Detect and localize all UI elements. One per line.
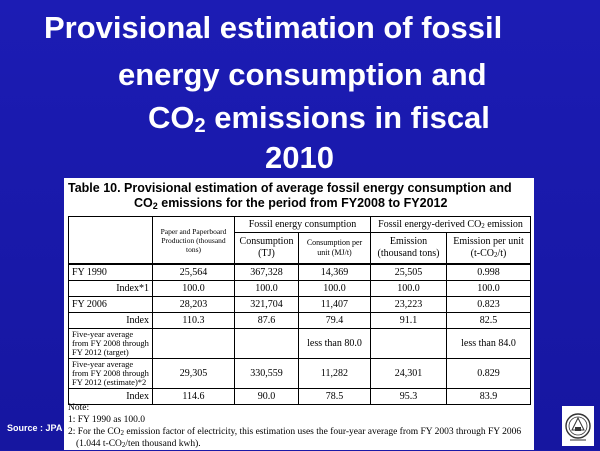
header-epu-sub: 2	[493, 251, 498, 259]
note-1: 1: FY 1990 as 100.0	[68, 415, 145, 425]
cell-paper: 28,203	[152, 296, 235, 313]
table-row: FY 2006 28,203 321,704 11,407 23,223 0.8…	[68, 296, 532, 313]
table-row: Index*1 100.0 100.0 100.0 100.0 100.0	[68, 280, 532, 297]
cell-emission: 25,505	[370, 263, 447, 281]
cell-consumption: 100.0	[234, 280, 299, 297]
cell-consumption	[234, 328, 299, 359]
cell-consumption: 87.6	[234, 312, 299, 329]
cell-paper: 29,305	[152, 358, 235, 389]
header-co2-rest: emission	[484, 218, 523, 230]
title-line-4: 2010	[265, 140, 334, 175]
cell-emission: 91.1	[370, 312, 447, 329]
row-label: Index	[68, 312, 153, 329]
header-co2-text: Fossil energy-derived CO	[378, 218, 482, 230]
header-consumption: Consumption (TJ)	[234, 232, 299, 265]
table-title-co: CO	[134, 196, 153, 210]
cell-consumption: 321,704	[234, 296, 299, 313]
cell-cons-unit: 79.4	[298, 312, 371, 329]
table-title-line-2: CO2 emissions for the period from FY2008…	[68, 196, 530, 211]
cell-paper: 110.3	[152, 312, 235, 329]
cell-emission	[370, 328, 447, 359]
header-row-1: Paper and Paperboard Production (thousan…	[68, 216, 532, 265]
source-label: Source : JPA	[7, 423, 63, 433]
cell-em-unit: 0.829	[445, 358, 532, 389]
note-2-text: 2: For the CO	[68, 427, 121, 437]
table-title-subscript: 2	[152, 201, 158, 211]
header-emission: Emission (thousand tons)	[370, 232, 447, 265]
title-line-1: Provisional estimation of fossil	[44, 10, 503, 45]
row-label: Five-year average from FY 2008 through F…	[68, 328, 153, 359]
table-row: Index 114.6 90.0 78.5 95.3 83.9	[68, 388, 532, 405]
cell-em-unit: 0.823	[445, 296, 532, 313]
cell-cons-unit: 11,407	[298, 296, 371, 313]
row-label: Index*1	[68, 280, 153, 297]
row-label: Five-year average from FY 2008 through F…	[68, 358, 153, 389]
cell-emission: 100.0	[370, 280, 447, 297]
header-fossil-group: Fossil energy consumption	[234, 216, 371, 233]
note-3: (1.044 t-CO2/ten thousand kwh).	[68, 438, 534, 450]
header-epu-text: Emission per unit (t-CO	[453, 236, 524, 259]
note-3-rest: /ten thousand kwh).	[125, 439, 201, 449]
cell-paper	[152, 328, 235, 359]
cell-cons-unit: 14,369	[298, 263, 371, 281]
title-co2-subscript: 2	[194, 115, 206, 137]
cell-cons-unit: 100.0	[298, 280, 371, 297]
note-2-sub: 2	[120, 429, 125, 437]
table-title-line-1: Table 10. Provisional estimation of aver…	[68, 181, 512, 195]
notes: Note: 1: FY 1990 as 100.0 2: For the CO2…	[68, 402, 534, 450]
cell-cons-unit: 78.5	[298, 388, 371, 405]
cell-em-unit: 0.998	[445, 263, 532, 281]
cell-em-unit: less than 84.0	[445, 328, 532, 359]
cell-consumption: 330,559	[234, 358, 299, 389]
note-2: 2: For the CO2 emission factor of electr…	[68, 426, 534, 438]
cell-paper: 25,564	[152, 263, 235, 281]
data-table: Paper and Paperboard Production (thousan…	[68, 216, 532, 405]
header-blank	[68, 216, 153, 265]
header-co2-group: Fossil energy-derived CO2 emission	[369, 216, 532, 233]
cell-emission: 95.3	[370, 388, 447, 405]
header-paper: Paper and Paperboard Production (thousan…	[152, 216, 235, 265]
note-heading: Note:	[68, 403, 90, 413]
title-line-3: CO2 emissions in fiscal	[148, 100, 490, 136]
cell-cons-unit: less than 80.0	[298, 328, 371, 359]
row-label: FY 1990	[68, 263, 153, 281]
row-label: FY 2006	[68, 296, 153, 313]
note-2-rest: emission factor of electricity, this est…	[124, 427, 522, 437]
table-row: Five-year average from FY 2008 through F…	[68, 328, 532, 359]
note-3-sub: 2	[121, 441, 126, 449]
cell-em-unit: 83.9	[445, 388, 532, 405]
table-row: Five-year average from FY 2008 through F…	[68, 358, 532, 389]
table-row: Index 110.3 87.6 79.4 91.1 82.5	[68, 312, 532, 329]
logo	[562, 406, 594, 446]
table-document: Table 10. Provisional estimation of aver…	[64, 178, 534, 450]
header-emission-per-unit: Emission per unit (t-CO2/t)	[445, 232, 532, 265]
cell-em-unit: 100.0	[445, 280, 532, 297]
header-epu-rest: /t)	[497, 248, 507, 259]
cell-em-unit: 82.5	[445, 312, 532, 329]
title-line-3-rest: emissions in fiscal	[205, 100, 490, 135]
header-cons-per-unit: Consumption per unit (MJ/t)	[298, 232, 371, 265]
cell-emission: 24,301	[370, 358, 447, 389]
table-title-rest: emissions for the period from FY2008 to …	[157, 196, 448, 210]
table-row: FY 1990 25,564 367,328 14,369 25,505 0.9…	[68, 263, 532, 281]
note-3-text: (1.044 t-CO	[76, 439, 122, 449]
cell-consumption: 367,328	[234, 263, 299, 281]
seal-icon	[565, 413, 591, 441]
title-co: CO	[148, 100, 195, 135]
cell-emission: 23,223	[370, 296, 447, 313]
header-row-2: Consumption (TJ) Consumption per unit (M…	[69, 232, 532, 265]
table-title: Table 10. Provisional estimation of aver…	[68, 181, 530, 211]
cell-cons-unit: 11,282	[298, 358, 371, 389]
cell-paper: 100.0	[152, 280, 235, 297]
header-co2-sub: 2	[481, 221, 485, 230]
title-line-2: energy consumption and	[118, 57, 487, 92]
